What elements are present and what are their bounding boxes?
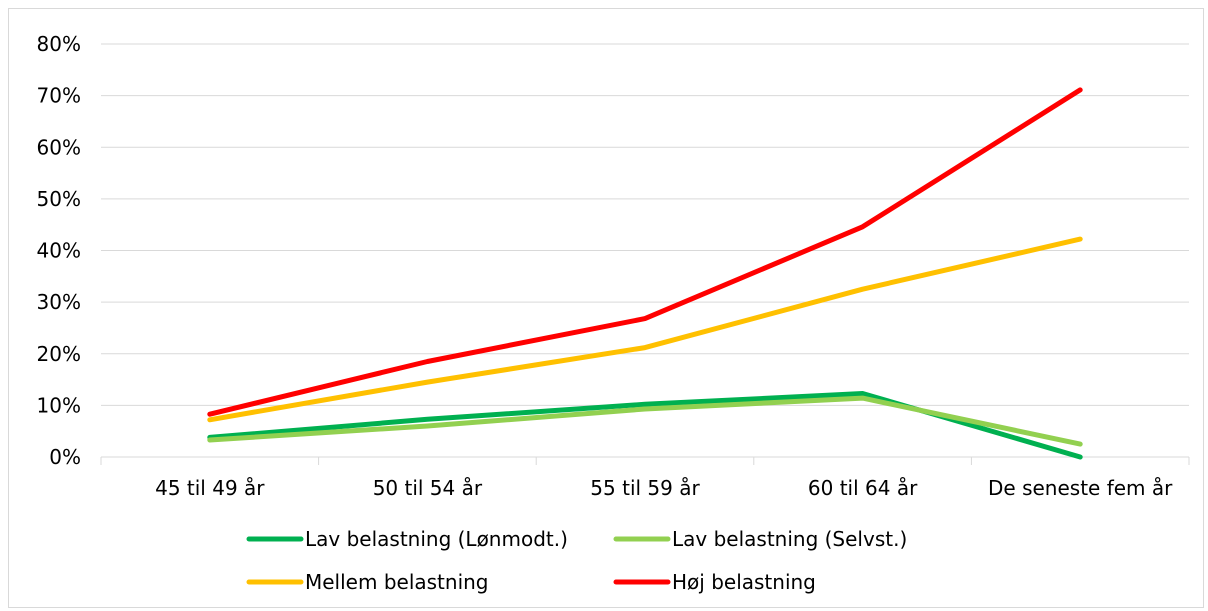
x-axis: 45 til 49 år 50 til 54 år 55 til 59 år 60 t… bbox=[101, 457, 1189, 500]
legend-label: Høj belastning bbox=[672, 570, 816, 594]
series-3 bbox=[210, 239, 1081, 420]
x-tick-label: 50 til 54 år bbox=[373, 476, 483, 500]
legend: Lav belastning (Lønmodt.) Lav belastning … bbox=[249, 527, 907, 594]
y-tick-label: 40% bbox=[37, 239, 81, 263]
y-tick-label: 80% bbox=[37, 32, 81, 56]
x-tick-label: 45 til 49 år bbox=[155, 476, 265, 500]
y-tick-label: 70% bbox=[37, 84, 81, 108]
y-tick-label: 30% bbox=[37, 290, 81, 314]
series-line bbox=[210, 394, 1080, 458]
legend-item: Lav belastning (Selvst.) bbox=[616, 527, 907, 551]
legend-label: Mellem belastning bbox=[305, 570, 489, 594]
legend-item: Lav belastning (Lønmodt.) bbox=[249, 527, 568, 551]
x-tick-label: 60 til 64 år bbox=[808, 476, 918, 500]
x-tick-label: 55 til 59 år bbox=[590, 476, 700, 500]
series-line bbox=[210, 90, 1080, 414]
legend-item: Høj belastning bbox=[616, 570, 816, 594]
y-tick-label: 10% bbox=[37, 393, 81, 417]
legend-label: Lav belastning (Selvst.) bbox=[672, 527, 907, 551]
line-chart: 0% 10% 20% 30% 40% 50% 60% 70% 80% 45 til 49 år 5… bbox=[9, 9, 1203, 607]
x-tick-label: De seneste fem år bbox=[988, 476, 1173, 500]
gridlines bbox=[101, 44, 1189, 405]
series-4 bbox=[210, 90, 1081, 414]
chart-frame: 0% 10% 20% 30% 40% 50% 60% 70% 80% 45 til 49 år 5… bbox=[8, 8, 1204, 608]
y-tick-label: 50% bbox=[37, 187, 81, 211]
y-tick-label: 20% bbox=[37, 342, 81, 366]
y-axis: 0% 10% 20% 30% 40% 50% 60% 70% 80% bbox=[37, 32, 81, 469]
series-line bbox=[210, 239, 1080, 420]
legend-label: Lav belastning (Lønmodt.) bbox=[305, 527, 568, 551]
series-lines bbox=[210, 90, 1081, 457]
legend-item: Mellem belastning bbox=[249, 570, 489, 594]
series-1 bbox=[210, 393, 1081, 457]
y-tick-label: 60% bbox=[37, 135, 81, 159]
y-tick-label: 0% bbox=[49, 445, 81, 469]
